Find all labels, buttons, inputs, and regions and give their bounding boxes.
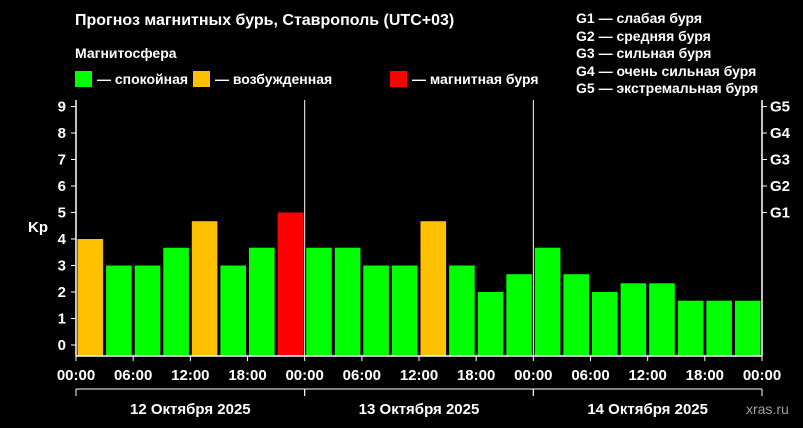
kp-bar	[163, 247, 189, 356]
kp-bar	[77, 239, 104, 356]
g-tick-label: G4	[770, 125, 791, 142]
x-tick-label: 00:00	[514, 367, 552, 384]
y-tick-label: 7	[58, 152, 66, 169]
magnetosphere-title: Магнитосфера	[75, 45, 177, 61]
day-label: 14 Октября 2025	[587, 401, 708, 418]
kp-bar	[220, 265, 246, 356]
kp-bar	[477, 292, 504, 356]
kp-bar	[534, 247, 561, 356]
x-tick-label: 00:00	[743, 367, 781, 384]
kp-bar	[277, 212, 304, 356]
legend-label-storm: — магнитная буря	[412, 71, 539, 87]
kp-bar	[306, 247, 332, 356]
kp-bar	[649, 283, 675, 356]
g-scale-legend: G1 — слабая буря G2 — средняя буря G3 — …	[576, 10, 758, 98]
g-scale-g1: G1 — слабая буря	[576, 10, 703, 26]
kp-bar	[620, 283, 647, 356]
g-tick-label: G2	[770, 178, 790, 195]
x-tick-label: 18:00	[686, 367, 724, 384]
g-scale-g3: G3 — сильная буря	[576, 45, 712, 61]
x-tick-label: 12:00	[171, 367, 209, 384]
kp-bar	[249, 247, 275, 356]
kp-bar	[391, 265, 418, 356]
kp-bar	[706, 300, 732, 356]
y-tick-label: 2	[58, 284, 66, 301]
kp-bar	[191, 221, 218, 356]
legend-label-quiet: — спокойная	[97, 71, 189, 87]
x-tick-label: 18:00	[457, 367, 495, 384]
x-tick-label: 06:00	[114, 367, 152, 384]
x-tick-label: 06:00	[343, 367, 381, 384]
y-tick-label: 5	[58, 205, 66, 222]
legend-swatch-storm	[390, 71, 407, 87]
kp-bar	[734, 300, 761, 356]
kp-bar	[506, 274, 532, 356]
g-tick-label: G3	[770, 152, 790, 169]
y-tick-label: 8	[58, 125, 66, 142]
kp-bar	[134, 265, 161, 356]
kp-bar	[363, 265, 389, 356]
y-tick-label: 0	[58, 337, 66, 354]
g-tick-label: G5	[770, 99, 790, 116]
x-tick-label: 12:00	[628, 367, 666, 384]
day-label: 12 Октября 2025	[130, 401, 251, 418]
x-tick-label: 18:00	[228, 367, 266, 384]
kp-bar	[106, 265, 132, 356]
x-tick-label: 00:00	[57, 367, 95, 384]
y-tick-label: 4	[58, 231, 67, 248]
g-scale-g2: G2 — средняя буря	[576, 27, 711, 44]
y-axis-label: Kp	[28, 219, 48, 236]
y-tick-label: 6	[58, 178, 66, 195]
day-label: 13 Октября 2025	[359, 401, 480, 418]
legend-label-active: — возбужденная	[215, 71, 333, 87]
legend-swatch-active	[193, 71, 210, 87]
kp-bar	[563, 274, 589, 356]
kp-bar	[334, 247, 361, 356]
g-scale-g5: G5 — экстремальная буря	[576, 80, 759, 96]
chart-title: Прогноз магнитных бурь, Ставрополь (UTC+…	[75, 12, 455, 29]
kp-bar	[420, 221, 447, 356]
y-tick-label: 3	[58, 258, 66, 275]
g-tick-label: G1	[770, 205, 790, 222]
y-tick-label: 9	[58, 99, 66, 116]
x-tick-label: 12:00	[400, 367, 438, 384]
y-tick-label: 1	[58, 311, 66, 328]
legend: — спокойная — возбужденная — магнитная б…	[75, 70, 595, 88]
kp-bar	[449, 265, 475, 356]
kp-bar	[592, 292, 618, 356]
g-scale-g4: G4 — очень сильная буря	[576, 62, 757, 79]
legend-swatch-quiet	[75, 71, 92, 87]
kp-bar	[677, 300, 704, 356]
x-tick-label: 06:00	[571, 367, 609, 384]
watermark: xras.ru	[746, 401, 789, 417]
x-tick-label: 00:00	[285, 367, 323, 384]
